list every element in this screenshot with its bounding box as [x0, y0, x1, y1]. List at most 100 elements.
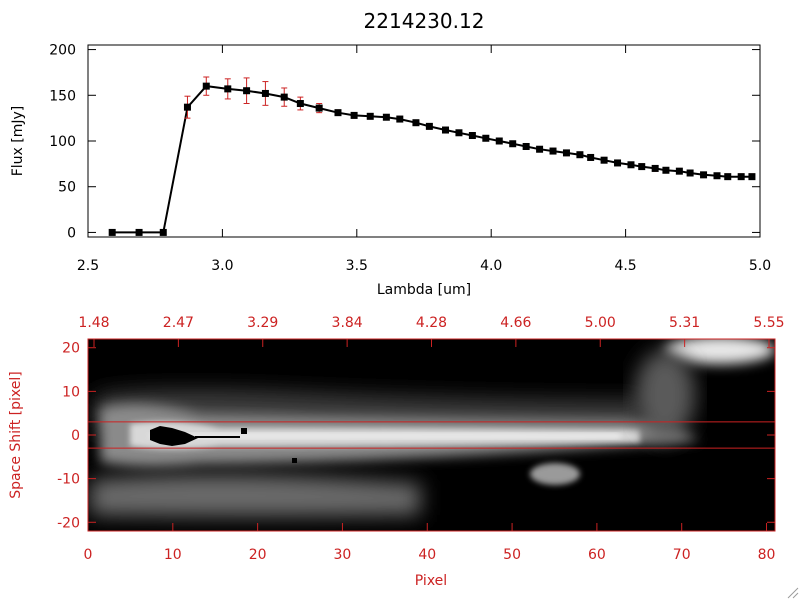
heatmap-trace-center	[150, 434, 620, 438]
image-x-tick-label: 70	[673, 547, 691, 563]
spectrum-x-tick-label: 3.0	[211, 258, 233, 274]
spectrum-data-point	[509, 140, 517, 148]
spectrum-data-point	[638, 163, 646, 171]
spectrum-panel: 2214230.12 2.5 3.0 3.5 4.0 4.5 5.0 0501001502…	[10, 9, 771, 298]
chart-title: 2214230.12	[364, 9, 485, 33]
spectrum-data-point	[243, 87, 251, 95]
image-y-axis-label: Space Shift [pixel]	[8, 371, 24, 498]
spectrum-data-point	[159, 228, 167, 236]
spectrum-data-point	[261, 89, 269, 97]
spectrum-x-tick-label: 4.5	[614, 258, 636, 274]
image-top-tick-label: 3.84	[332, 315, 363, 331]
image-top-tick-label: 4.66	[500, 315, 531, 331]
image-top-tick-label: 5.55	[753, 315, 784, 331]
image-top-tick-label: 2.47	[163, 315, 194, 331]
spectrum-data-point	[600, 156, 608, 164]
heatmap-dark-pixel	[241, 428, 247, 434]
resize-grip-icon[interactable]	[787, 587, 799, 599]
spectrum-series-line	[112, 85, 752, 234]
spectrum-data-point	[366, 112, 374, 120]
heatmap-dark-pixel	[292, 458, 297, 463]
image-x-tick-label: 50	[503, 547, 521, 563]
spectrum-data-point	[614, 159, 622, 167]
image-x-tick-label: 10	[164, 547, 182, 563]
spectrum-y-tick-label: 150	[49, 88, 76, 104]
spectrum-data-point	[662, 166, 670, 174]
spectrum-x-tick-label: 2.5	[77, 258, 99, 274]
image-x-axis-label: Pixel	[415, 573, 447, 589]
image-y-tick-label: 10	[62, 384, 80, 400]
spectrum-x-tick-label: 4.0	[480, 258, 502, 274]
image-top-wavelength-ticks: 1.48 2.47 3.29 3.84 4.28 4.66 5.00 5.31 5.55	[78, 315, 785, 347]
spectrum-data-point	[425, 122, 433, 130]
spectrum-data-point	[135, 228, 143, 236]
image-y-ticks: -20 -10 0 10 20	[57, 341, 775, 531]
image-x-tick-label: 30	[334, 547, 352, 563]
spectrum-data-point	[562, 149, 570, 157]
spectrum-data-point	[202, 82, 210, 90]
spectrum-data-point	[627, 161, 635, 169]
spectrum-plot-frame	[87, 44, 761, 238]
image-y-tick-label: -20	[57, 515, 80, 531]
spectrum-data-point	[412, 119, 420, 127]
spectrum-y-tick-label: 50	[58, 180, 76, 196]
image-top-tick-label: 5.31	[669, 315, 700, 331]
heatmap-lower-band	[90, 474, 430, 517]
spectrum-data-point	[522, 142, 530, 150]
image-x-tick-label: 80	[758, 547, 776, 563]
spectrum-data-point	[334, 109, 342, 117]
image-x-tick-label: 20	[249, 547, 267, 563]
image-panel: 0 10 20 30 40 50 60 70 80 -20 -10 0 10 20 1.48 2.47 3.…	[8, 315, 785, 589]
spectrum-data-point	[576, 151, 584, 159]
image-y-tick-label: 0	[71, 428, 80, 444]
spectrum-data-point	[536, 145, 544, 153]
spectrum-y-axis-label: Flux [mJy]	[10, 106, 26, 177]
spectrum-data-point	[468, 132, 476, 140]
spectrum-marks	[108, 76, 756, 236]
spectrum-data-point	[748, 173, 756, 181]
spectrum-data-point	[442, 126, 450, 134]
spectrum-data-point	[455, 129, 463, 137]
spectrum-data-point	[587, 153, 595, 161]
spectrum-data-point	[315, 104, 323, 112]
heatmap-right-halo	[635, 350, 695, 440]
spectrum-data-point	[482, 134, 490, 142]
image-top-tick-label: 1.48	[78, 315, 109, 331]
spectrum-data-point	[700, 171, 708, 179]
spectrum-data-point	[224, 85, 232, 93]
image-top-tick-label: 5.00	[585, 315, 616, 331]
image-top-tick-label: 4.28	[416, 315, 447, 331]
image-x-tick-label: 60	[588, 547, 606, 563]
spectrum-data-point	[183, 103, 191, 111]
heatmap-top-right-source	[665, 339, 775, 364]
image-y-tick-label: 20	[62, 341, 80, 357]
image-x-tick-label: 40	[418, 547, 436, 563]
spectrum-x-ticks: 2.5 3.0 3.5 4.0 4.5 5.0	[77, 45, 771, 274]
spectrum-data-point	[737, 173, 745, 181]
spectrum-data-point	[495, 137, 503, 145]
heatmap-dark-blob	[150, 426, 198, 446]
heatmap-dark-line	[195, 436, 240, 438]
image-x-ticks: 0 10 20 30 40 50 60 70 80	[84, 523, 776, 563]
heatmap-secondary-source	[530, 463, 580, 485]
spectrum-y-ticks: 0 50 100 150 200	[49, 43, 760, 241]
spectrum-data-point	[686, 169, 694, 177]
spectrum-data-point	[382, 113, 390, 121]
heatmap-image	[88, 339, 775, 531]
spectrum-data-point	[549, 147, 557, 155]
spectrum-data-point	[280, 93, 288, 101]
spectrum-data-point	[350, 111, 358, 119]
spectrum-x-tick-label: 5.0	[749, 258, 771, 274]
spectrum-data-point	[713, 172, 721, 180]
spectrum-x-tick-label: 3.5	[346, 258, 368, 274]
spectrum-data-point	[296, 100, 304, 108]
image-top-tick-label: 3.29	[247, 315, 278, 331]
spectrum-data-point	[396, 115, 404, 123]
spectrum-y-tick-label: 200	[49, 43, 76, 59]
image-y-tick-label: -10	[57, 472, 80, 488]
spectrum-data-point	[651, 164, 659, 172]
spectrum-y-tick-label: 0	[67, 225, 76, 241]
spectrum-data-point	[675, 167, 683, 175]
image-x-tick-label: 0	[84, 547, 93, 563]
spectrum-data-point	[724, 173, 732, 181]
